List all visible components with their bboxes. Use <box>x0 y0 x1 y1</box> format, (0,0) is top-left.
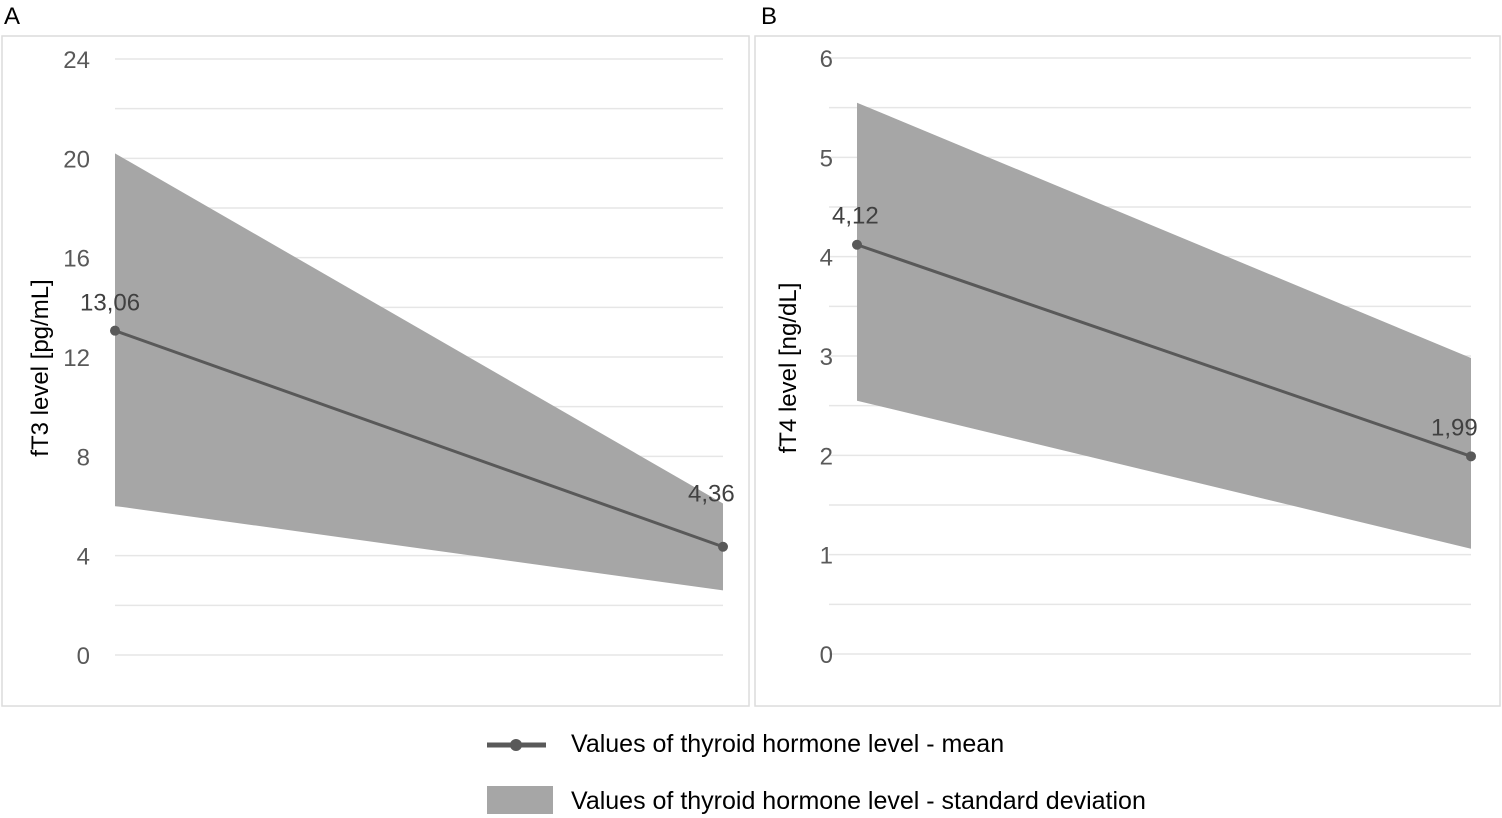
panel-b-y-tick-label: 3 <box>820 344 833 371</box>
panel-b-y-tick-label: 1 <box>820 543 833 570</box>
panel-b-y-tick-label: 5 <box>820 145 833 172</box>
legend-mean-marker <box>510 739 522 751</box>
panel-a-mean-line <box>114 329 724 549</box>
panel-b-mean-point-1 <box>852 239 862 250</box>
panel-a-y-tick-label: 0 <box>77 643 90 670</box>
panel-a-data-label-2: 4,36 <box>688 481 735 508</box>
panel-a-letter: A <box>4 3 20 30</box>
panel-b-mean-line <box>856 243 1472 458</box>
panel-a: A 0 4 8 12 16 20 24 13,06 4,36 fT3 level [pg/m… <box>1 3 750 707</box>
panel-b-letter: B <box>761 3 777 30</box>
legend: Values of thyroid hormone level - mean V… <box>487 730 1146 815</box>
panel-a-y-axis-title: fT3 level [pg/mL] <box>27 279 54 456</box>
legend-sd-swatch <box>487 786 553 814</box>
panel-b-y-axis-title: fT4 level [ng/dL] <box>775 283 802 454</box>
panel-a-y-tick-label: 16 <box>63 246 90 273</box>
panel-b-y-tick-label: 2 <box>820 443 833 470</box>
panel-b-data-label-1: 4,12 <box>832 203 879 230</box>
panel-a-y-tick-label: 4 <box>77 544 90 571</box>
panel-b-data-label-2: 1,99 <box>1431 414 1478 441</box>
panel-b-sd-band <box>857 102 1471 549</box>
legend-mean-label: Values of thyroid hormone level - mean <box>571 730 1004 758</box>
panel-b-y-tick-label: 0 <box>820 642 833 669</box>
panel-a-y-tick-label: 20 <box>63 146 90 173</box>
panel-a-mean-point-1 <box>110 325 120 336</box>
panel-a-sd-band <box>115 153 723 591</box>
panel-b-mean-point-2 <box>1466 451 1476 462</box>
panel-b-tick-labels: 0 1 2 3 4 5 6 <box>820 46 833 669</box>
panel-b-y-tick-label: 6 <box>820 46 833 73</box>
panel-b-y-tick-label: 4 <box>820 245 833 272</box>
panel-a-y-tick-label: 12 <box>63 345 90 372</box>
panel-a-data-label-1: 13,06 <box>80 290 140 317</box>
panel-a-y-tick-label: 8 <box>77 444 90 471</box>
panel-a-y-tick-label: 24 <box>63 47 90 74</box>
panel-a-mean-point-2 <box>718 541 728 552</box>
legend-sd-label: Values of thyroid hormone level - standa… <box>571 787 1146 815</box>
panel-a-tick-labels: 0 4 8 12 16 20 24 <box>63 47 90 670</box>
panel-b: B 0 1 2 3 4 5 6 4,12 1,99 fT4 level [ng/dL] <box>754 3 1501 707</box>
